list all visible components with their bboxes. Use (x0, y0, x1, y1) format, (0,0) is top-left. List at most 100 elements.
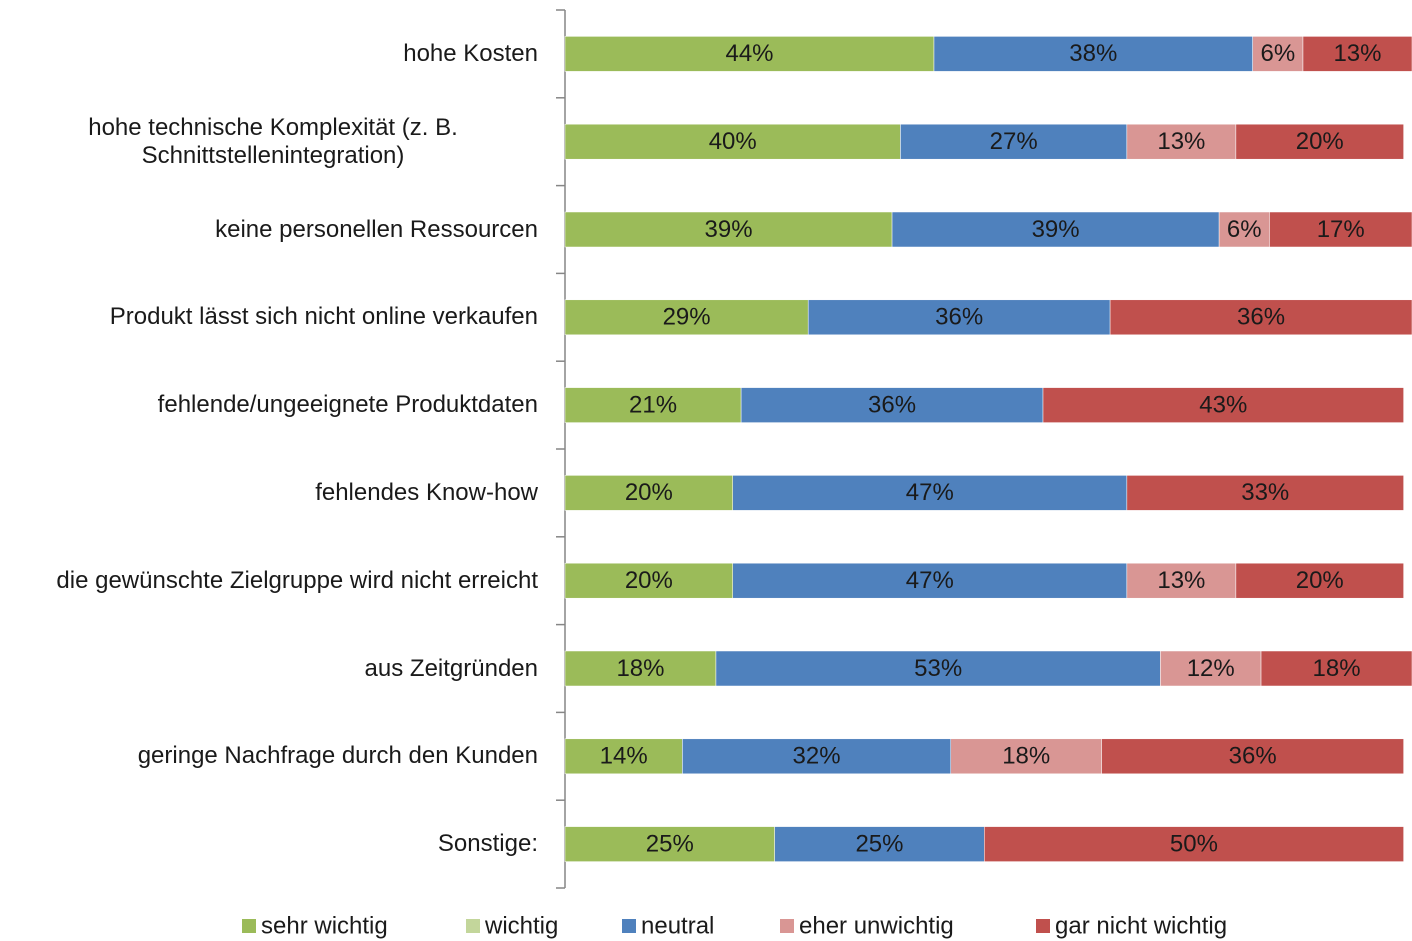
data-label: 43% (1199, 391, 1247, 418)
data-label: 20% (1296, 567, 1344, 594)
category-text: keine personellen Ressourcen (215, 215, 538, 243)
bar-segment (564, 299, 809, 336)
data-label: 39% (1032, 216, 1080, 243)
data-label: 12% (1187, 655, 1235, 682)
category-text: hohe Kosten (403, 39, 538, 67)
data-label: 47% (906, 479, 954, 506)
bar-segment (900, 123, 1128, 160)
bar-segment (984, 826, 1404, 862)
data-label: 38% (1069, 40, 1117, 67)
data-label: 27% (990, 128, 1038, 155)
category-text: geringe Nachfrage durch den Kunden (137, 742, 538, 770)
data-label: 25% (646, 830, 694, 857)
bar-segment (564, 826, 775, 862)
data-label: 20% (1296, 128, 1344, 155)
data-label: 36% (1237, 304, 1285, 331)
category-label: geringe Nachfrage durch den Kunden (0, 716, 538, 796)
bar-segment (1126, 562, 1237, 599)
category-label: Sonstige: (0, 804, 538, 884)
data-label: 18% (616, 655, 664, 682)
bar-segment (564, 738, 683, 775)
data-label: 18% (1002, 743, 1050, 770)
data-label: 6% (1227, 216, 1262, 243)
category-text: hohe technische Komplexität (z. B. Schni… (88, 113, 458, 169)
category-label: keine personellen Ressourcen (0, 190, 538, 270)
bar-segment (732, 562, 1128, 599)
bar-segment (1269, 211, 1412, 248)
category-text: die gewünschte Zielgruppe wird nicht err… (56, 566, 538, 594)
category-label: fehlende/ungeeignete Produktdaten (0, 365, 538, 445)
category-label: aus Zeitgründen (0, 629, 538, 709)
data-label: 20% (625, 567, 673, 594)
data-label: 14% (600, 743, 648, 770)
bar-segment (682, 738, 952, 775)
legend-label: gar nicht wichtig (1055, 912, 1227, 939)
data-label: 33% (1241, 479, 1289, 506)
bar-segment (564, 650, 717, 687)
data-label: 21% (629, 391, 677, 418)
bar-segment (564, 123, 901, 160)
bar-segment (564, 475, 733, 511)
data-label: 44% (725, 40, 773, 67)
bar-segment (1101, 738, 1404, 775)
category-text: aus Zeitgründen (364, 654, 538, 682)
data-label: 36% (868, 391, 916, 418)
legend-label: sehr wichtig (261, 912, 388, 939)
data-label: 20% (625, 479, 673, 506)
data-label: 6% (1260, 40, 1295, 67)
bar-segment (1302, 36, 1412, 72)
bar-segment (1252, 36, 1304, 72)
bar-segment (564, 387, 742, 423)
bar-segment (740, 387, 1044, 423)
legend-label: neutral (641, 912, 714, 939)
bar-segment (1235, 562, 1404, 599)
data-label: 53% (914, 655, 962, 682)
legend-label: eher unwichtig (799, 912, 954, 939)
data-label: 47% (906, 567, 954, 594)
data-label: 36% (935, 304, 983, 331)
bar-segment (1042, 387, 1404, 423)
legend-swatch (242, 919, 256, 933)
bar-segment (1109, 299, 1412, 336)
bar-segment (1235, 123, 1404, 160)
bar-segment (715, 650, 1161, 687)
bar-segment (564, 36, 935, 72)
data-label: 32% (793, 743, 841, 770)
category-label: hohe Kosten (0, 14, 538, 94)
bar-segment (1260, 650, 1412, 687)
bar-segment (774, 826, 985, 862)
bar-segment (732, 475, 1128, 511)
bar-segment (1126, 123, 1237, 160)
legend-swatch (466, 919, 480, 933)
bar-segment (564, 211, 893, 248)
category-label: die gewünschte Zielgruppe wird nicht err… (0, 541, 538, 621)
legend-swatch (622, 919, 636, 933)
data-label: 39% (705, 216, 753, 243)
legend-swatch (1036, 919, 1050, 933)
category-text: fehlendes Know-how (315, 478, 538, 506)
category-text: Sonstige: (437, 830, 538, 858)
legend-label: wichtig (484, 912, 558, 939)
bar-segment (950, 738, 1102, 775)
bar-segment (1160, 650, 1262, 687)
data-label: 29% (663, 304, 711, 331)
data-label: 25% (855, 830, 903, 857)
legend-swatch (780, 919, 794, 933)
bar-segment (564, 562, 733, 599)
data-label: 13% (1157, 567, 1205, 594)
category-label: Produkt lässt sich nicht online verkaufe… (0, 277, 538, 357)
bar-segment (807, 299, 1111, 336)
category-label: fehlendes Know-how (0, 453, 538, 533)
data-label: 17% (1317, 216, 1365, 243)
bar-segment (891, 211, 1220, 248)
data-label: 18% (1313, 655, 1361, 682)
data-label: 13% (1157, 128, 1205, 155)
category-text: Produkt lässt sich nicht online verkaufe… (109, 303, 538, 331)
bar-segment (1126, 475, 1404, 511)
data-label: 50% (1170, 830, 1218, 857)
data-label: 40% (709, 128, 757, 155)
category-text: fehlende/ungeeignete Produktdaten (157, 391, 538, 419)
data-label: 13% (1333, 40, 1381, 67)
